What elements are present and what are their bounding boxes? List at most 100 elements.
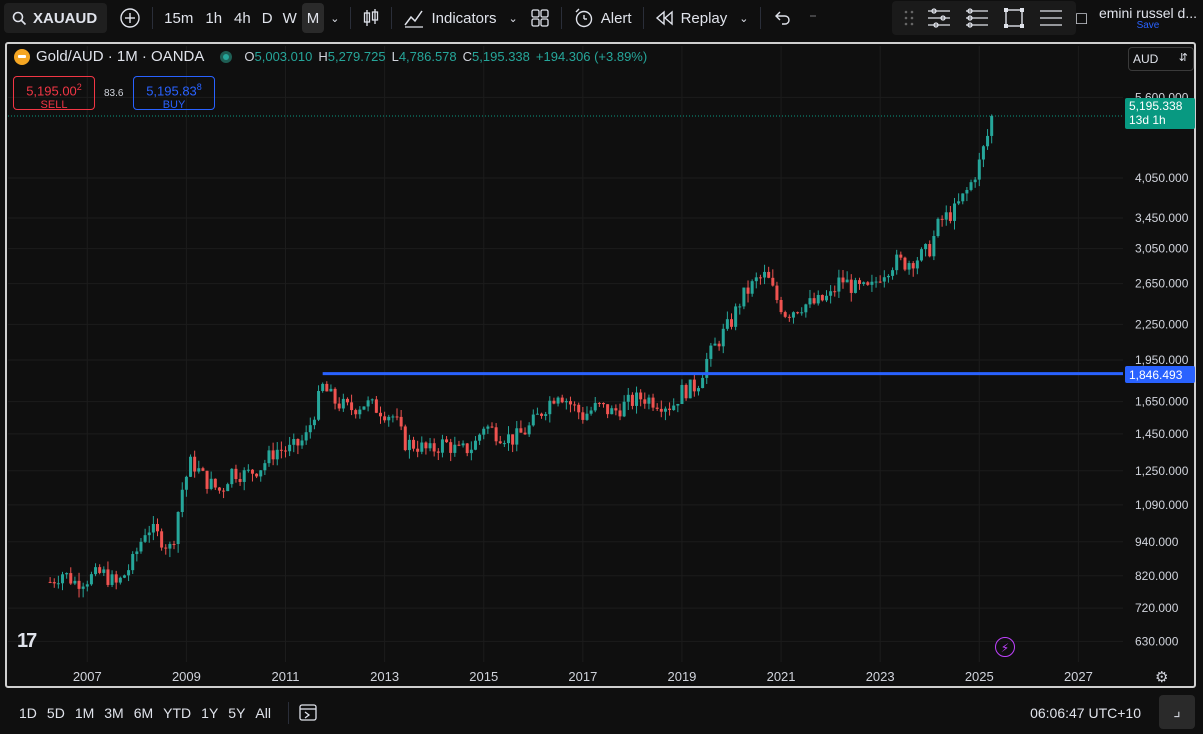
fullscreen-button[interactable] bbox=[996, 3, 1032, 33]
range-6m[interactable]: 6M bbox=[133, 705, 154, 721]
timeframe-w[interactable]: W bbox=[282, 9, 297, 27]
toolbar-divider bbox=[759, 7, 761, 29]
range-ytd[interactable]: YTD bbox=[163, 705, 192, 721]
candle-body bbox=[358, 409, 362, 415]
clock[interactable]: 06:06:47 UTC+10 bbox=[1030, 705, 1141, 721]
timeframe-m[interactable]: M bbox=[301, 3, 325, 33]
high-label: H bbox=[318, 49, 328, 64]
timeframe-d[interactable]: D bbox=[261, 9, 273, 27]
candle-body bbox=[118, 577, 122, 583]
x-tick-label: 2025 bbox=[965, 669, 994, 684]
timeframe-15m[interactable]: 15m bbox=[164, 9, 194, 27]
object-tree-button[interactable] bbox=[920, 3, 958, 33]
replay-label: Replay bbox=[680, 9, 728, 27]
candle-body bbox=[424, 442, 428, 449]
alert-button[interactable]: Alert bbox=[567, 3, 638, 33]
candle-body bbox=[275, 449, 279, 460]
candle-body bbox=[164, 547, 168, 549]
candle-body bbox=[601, 402, 605, 405]
candle-body bbox=[812, 298, 816, 304]
symbol-title[interactable]: Gold/AUD · 1M · OANDA bbox=[36, 48, 205, 65]
candle-body bbox=[895, 254, 899, 271]
candle-body bbox=[696, 388, 700, 392]
data-window-button[interactable] bbox=[958, 3, 996, 33]
candle-body bbox=[350, 402, 354, 411]
candle-body bbox=[750, 281, 754, 294]
candle-body bbox=[523, 432, 527, 435]
range-1m[interactable]: 1M bbox=[74, 705, 95, 721]
buy-button[interactable]: 5,195.838 BUY bbox=[133, 76, 215, 111]
candle-body bbox=[395, 416, 399, 418]
open-value: 5,003.010 bbox=[254, 49, 313, 64]
chart-pane[interactable] bbox=[5, 42, 1196, 688]
replay-button[interactable]: Replay bbox=[649, 3, 734, 33]
range-3m[interactable]: 3M bbox=[104, 705, 124, 721]
candle-body bbox=[366, 400, 370, 407]
candle-body bbox=[378, 412, 382, 417]
candle-body bbox=[568, 401, 572, 405]
maximize-corner-button[interactable]: ⌟ bbox=[1159, 695, 1195, 729]
y-tick-label: 820.000 bbox=[1135, 569, 1179, 583]
candle-body bbox=[544, 414, 548, 416]
candle-body bbox=[540, 413, 544, 416]
x-tick-label: 2011 bbox=[272, 669, 300, 684]
goto-date-button[interactable] bbox=[297, 701, 319, 726]
candle-body bbox=[577, 404, 581, 413]
candle-body bbox=[606, 404, 610, 415]
calendar-arrow-icon bbox=[299, 703, 317, 721]
frame-select-icon bbox=[1004, 8, 1025, 28]
symbol-search[interactable]: XAUAUD bbox=[4, 3, 108, 33]
candle-body bbox=[742, 287, 746, 307]
candle-body bbox=[279, 449, 283, 451]
y-tick-label: 1,950.000 bbox=[1135, 353, 1189, 367]
candle-body bbox=[102, 569, 106, 573]
range-5d[interactable]: 5D bbox=[46, 705, 65, 721]
range-5y[interactable]: 5Y bbox=[228, 705, 246, 721]
hline-price-tag[interactable]: 1,846.493 bbox=[1125, 366, 1195, 383]
gear-icon[interactable]: ⚙ bbox=[1155, 669, 1169, 686]
lightning-icon[interactable]: ⚡ bbox=[995, 637, 1015, 657]
replay-dropdown[interactable]: ⌄ bbox=[733, 3, 754, 33]
y-tick-label: 1,250.000 bbox=[1135, 464, 1189, 478]
save-link[interactable]: Save bbox=[1136, 19, 1160, 31]
x-tick-label: 2027 bbox=[1064, 669, 1093, 684]
timeframe-4h[interactable]: 4h bbox=[234, 9, 251, 27]
candle-body bbox=[948, 212, 952, 221]
drag-handle[interactable] bbox=[898, 3, 920, 33]
chart-type-button[interactable] bbox=[356, 3, 386, 33]
add-symbol-button[interactable] bbox=[113, 3, 147, 33]
candle-body bbox=[238, 479, 242, 482]
candle-body bbox=[853, 280, 857, 293]
candle-body bbox=[288, 444, 292, 452]
indicators-button[interactable]: Indicators bbox=[397, 3, 502, 33]
candle-body bbox=[209, 478, 213, 489]
sell-button[interactable]: 5,195.002 SELL bbox=[13, 76, 95, 111]
timeframe-1h[interactable]: 1h bbox=[205, 9, 223, 27]
range-1d[interactable]: 1D bbox=[19, 705, 37, 721]
candle-body bbox=[515, 428, 519, 445]
candle-body bbox=[597, 402, 601, 404]
layouts-button[interactable] bbox=[524, 3, 556, 33]
candle-body bbox=[461, 443, 465, 446]
range-1y[interactable]: 1Y bbox=[201, 705, 219, 721]
indicators-dropdown[interactable]: ⌄ bbox=[503, 3, 524, 33]
candle-body bbox=[184, 476, 188, 490]
settings-list-button[interactable] bbox=[1032, 3, 1070, 33]
redo-button[interactable] bbox=[798, 3, 824, 33]
market-status-icon[interactable] bbox=[220, 50, 233, 63]
candle-body bbox=[445, 439, 449, 443]
candle-body bbox=[973, 179, 977, 183]
tradingview-logo[interactable]: 17 bbox=[17, 630, 37, 652]
range-all[interactable]: All bbox=[255, 705, 271, 721]
candle-body bbox=[957, 201, 961, 204]
candle-body bbox=[362, 406, 366, 410]
layout-menu[interactable]: □ emini russel d... Save bbox=[1076, 3, 1203, 33]
timeframe-dropdown[interactable]: ⌄ bbox=[324, 3, 345, 33]
candle-body bbox=[754, 277, 758, 282]
undo-button[interactable] bbox=[766, 3, 798, 33]
y-tick-label: 1,650.000 bbox=[1135, 395, 1189, 409]
candle-body bbox=[56, 583, 60, 585]
y-tick-label: 2,250.000 bbox=[1135, 317, 1189, 331]
currency-selector[interactable]: AUD ⇵ bbox=[1128, 47, 1194, 71]
candle-body bbox=[106, 569, 110, 585]
